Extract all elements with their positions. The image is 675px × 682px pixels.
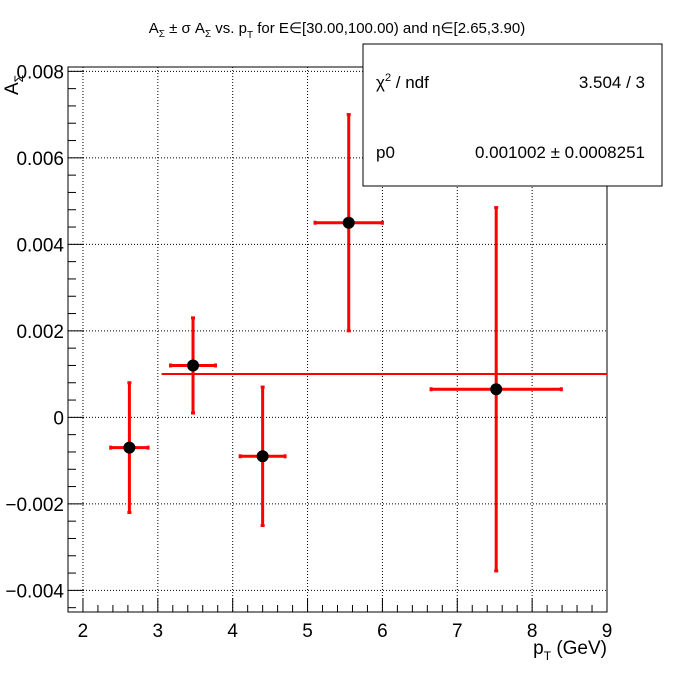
x-axis-label-main: p bbox=[533, 638, 544, 659]
title-rest: for E∈[30.00,100.00) and η∈[2.65,3.90) bbox=[253, 20, 525, 37]
y-tick-label: 0.002 bbox=[16, 322, 64, 343]
title-a1: A bbox=[149, 20, 159, 37]
title-pm-sigma: ± σ A bbox=[165, 20, 205, 37]
x-tick-label: 6 bbox=[377, 621, 388, 642]
title-sub-t: T bbox=[247, 30, 253, 41]
x-tick-label: 2 bbox=[78, 621, 89, 642]
x-tick-label: 4 bbox=[227, 621, 238, 642]
data-point bbox=[342, 216, 355, 229]
chart-title: AΣ ± σ AΣ vs. pT for E∈[30.00,100.00) an… bbox=[149, 20, 526, 41]
chi2-symbol: χ bbox=[376, 73, 385, 92]
y-tick-label: 0.006 bbox=[16, 149, 64, 170]
data-point bbox=[123, 441, 136, 454]
chi2-label: χ2 / ndf bbox=[376, 72, 429, 92]
x-tick-label: 9 bbox=[602, 621, 613, 642]
y-axis-label-main: A bbox=[2, 82, 23, 95]
x-axis-label-sub: T bbox=[544, 649, 552, 663]
data-point bbox=[256, 450, 269, 463]
y-axis-ticks: −0.004 −0.002 0 0.002 0.004 0.006 0.008 bbox=[5, 62, 84, 609]
fit-stats-box: χ2 / ndf 3.504 / 3 p0 0.001002 ± 0.00082… bbox=[362, 43, 663, 187]
y-tick-label: −0.004 bbox=[5, 581, 64, 602]
x-tick-label: 3 bbox=[153, 621, 164, 642]
data-point bbox=[187, 359, 200, 372]
x-tick-label: 5 bbox=[302, 621, 313, 642]
y-tick-label: −0.002 bbox=[5, 495, 64, 516]
x-tick-label: 7 bbox=[452, 621, 463, 642]
y-tick-label: 0.004 bbox=[16, 235, 64, 256]
fit-stats-frame bbox=[362, 43, 663, 187]
data-markers bbox=[123, 216, 503, 463]
y-tick-label: 0.008 bbox=[16, 62, 64, 83]
title-sub-sigma1: Σ bbox=[159, 29, 165, 40]
y-axis-label-sub: Σ bbox=[12, 75, 26, 82]
chi2-rest: / ndf bbox=[391, 73, 429, 92]
p0-value: 0.001002 ± 0.0008251 bbox=[475, 143, 645, 162]
x-axis-label: pT (GeV) bbox=[533, 638, 607, 663]
data-point bbox=[490, 383, 503, 396]
p0-label: p0 bbox=[376, 143, 395, 162]
x-tick-label: 8 bbox=[527, 621, 538, 642]
title-vs: vs. p bbox=[211, 20, 247, 37]
x-axis-label-unit: (GeV) bbox=[551, 638, 607, 659]
x-axis-ticks: 2 3 4 5 6 7 8 9 bbox=[67, 598, 613, 642]
title-sub-sigma2: Σ bbox=[205, 29, 211, 40]
chi2-value: 3.504 / 3 bbox=[579, 73, 645, 92]
y-axis-label: AΣ bbox=[2, 75, 26, 95]
chi2-sup: 2 bbox=[385, 72, 391, 84]
y-tick-label: 0 bbox=[53, 408, 64, 429]
